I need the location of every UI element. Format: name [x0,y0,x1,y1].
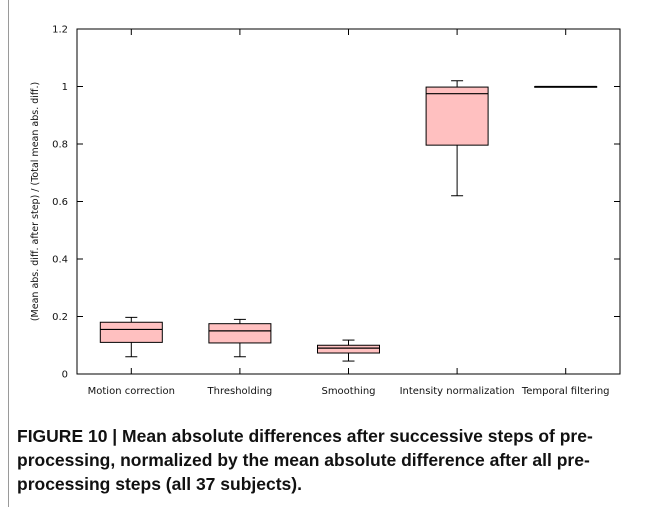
y-tick-label: 1.2 [52,25,68,36]
x-tick-label: Smoothing [321,386,375,397]
box-iqr [208,323,272,344]
box-iqr [425,86,489,146]
box-0 [99,316,163,358]
figure-frame-border [8,0,9,507]
x-tick-label: Intensity normalization [400,386,515,397]
boxplot-chart: 0 0.2 0.4 0.6 0.8 1 1.2 Motion correction Thres… [30,25,621,397]
box-2 [317,339,380,362]
box-iqr [317,344,380,354]
y-tick-label: 1 [62,82,68,93]
x-tick-label: Thresholding [207,386,273,397]
x-tick-label: Temporal filtering [521,386,610,397]
box-3 [425,80,489,197]
y-tick-label: 0.2 [52,312,68,323]
y-tick-label: 0.8 [52,140,68,151]
y-axis-label: (Mean abs. diff. after step) / (Total me… [30,82,41,321]
x-tick-label: Motion correction [88,386,175,397]
boxes [99,80,598,362]
figure-caption: FIGURE 10 | Mean absolute differences af… [17,426,593,494]
box-1 [208,318,272,358]
y-tick-label: 0 [62,370,68,381]
box-iqr [99,321,163,343]
y-tick-label: 0.6 [52,197,68,208]
x-ticks: Motion correction Thresholding Smoothing In… [88,29,610,397]
y-ticks: 0 0.2 0.4 0.6 0.8 1 1.2 [52,25,620,381]
box-4 [534,85,598,88]
y-tick-label: 0.4 [52,255,68,266]
